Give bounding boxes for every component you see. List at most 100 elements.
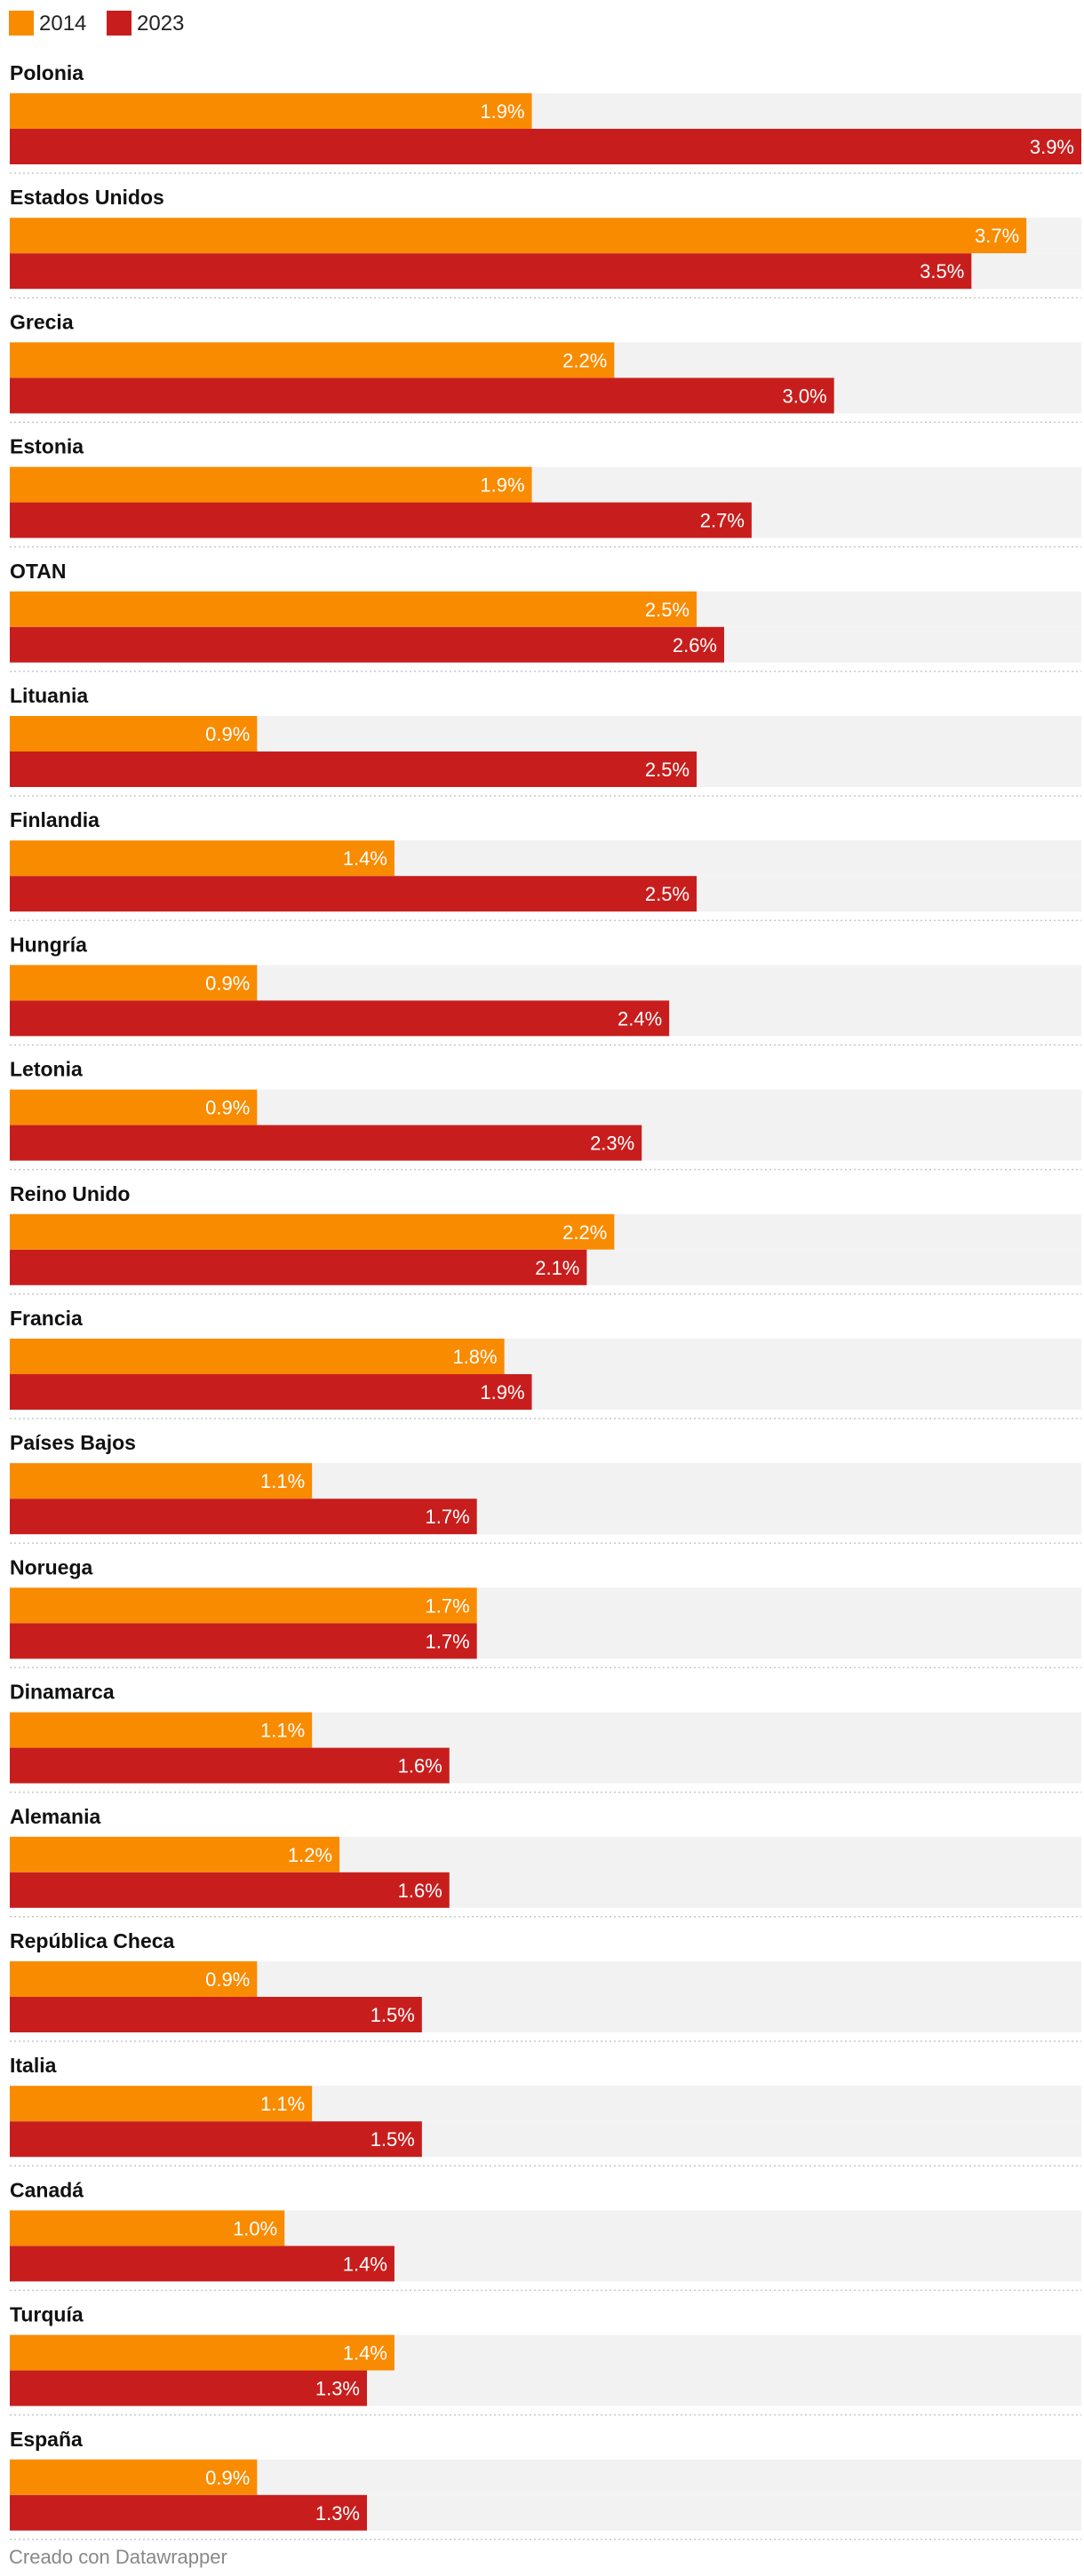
bar-2014 — [10, 218, 1027, 254]
country-row: Estados Unidos 3.7% 3.5% — [10, 186, 1081, 298]
legend-label-2023: 2023 — [137, 12, 184, 36]
value-label-2014: 0.9% — [205, 1968, 250, 1991]
country-label: Estados Unidos — [10, 186, 164, 209]
country-label: Países Bajos — [10, 1431, 136, 1454]
value-label-2023: 1.3% — [315, 2502, 360, 2524]
bar-2023 — [10, 129, 1081, 164]
legend-swatch-2023 — [107, 11, 132, 36]
country-row: Países Bajos 1.1% 1.7% — [10, 1431, 1081, 1544]
value-label-2023: 2.5% — [645, 883, 689, 905]
value-label-2014: 1.2% — [288, 1844, 332, 1866]
country-row: Turquía 1.4% 1.3% — [10, 2303, 1081, 2416]
value-label-2023: 1.9% — [480, 1381, 524, 1403]
country-row: Polonia 1.9% 3.9% — [10, 61, 1081, 174]
value-label-2014: 1.4% — [343, 847, 387, 870]
country-row: España 0.9% 1.3% — [10, 2428, 1081, 2540]
bar-2023 — [10, 1997, 422, 2032]
value-label-2014: 1.1% — [260, 1720, 305, 1742]
value-label-2014: 1.9% — [480, 474, 524, 497]
bar-2014 — [10, 1463, 313, 1499]
bar-2023 — [10, 876, 697, 912]
value-label-2023: 3.5% — [920, 260, 964, 282]
country-label: República Checa — [10, 1929, 175, 1952]
bar-2023 — [10, 2121, 422, 2158]
bar-2023 — [10, 1374, 532, 1410]
bar-2014 — [10, 840, 395, 877]
bar-2014 — [10, 716, 258, 751]
country-row: Estonia 1.9% 2.7% — [10, 435, 1081, 548]
country-row: Lituania 0.9% 2.5% — [10, 684, 1081, 797]
bar-2023 — [10, 253, 972, 290]
country-label: España — [10, 2428, 83, 2451]
bar-2023 — [10, 1747, 450, 1784]
value-label-2023: 3.9% — [1030, 136, 1074, 158]
country-label: Alemania — [10, 1805, 100, 1828]
bar-2023 — [10, 1499, 477, 1535]
country-label: Finlandia — [10, 808, 100, 831]
bar-2014 — [10, 1836, 340, 1872]
bar-2014 — [10, 2210, 285, 2246]
country-row: Reino Unido 2.2% 2.1% — [10, 1182, 1081, 1295]
bar-2014 — [10, 1712, 313, 1748]
value-label-2023: 1.7% — [426, 1630, 470, 1652]
value-label-2014: 1.1% — [260, 1470, 305, 1492]
value-label-2014: 0.9% — [205, 972, 250, 994]
country-row: OTAN 2.5% 2.6% — [10, 560, 1081, 672]
bar-2023 — [10, 378, 834, 414]
value-label-2014: 3.7% — [975, 225, 1019, 247]
value-label-2014: 1.4% — [343, 2342, 387, 2365]
bar-2014 — [10, 1213, 615, 1250]
value-label-2023: 1.7% — [426, 1506, 470, 1528]
country-label: Canadá — [10, 2178, 84, 2201]
value-label-2023: 1.5% — [371, 2004, 415, 2026]
bar-2023 — [10, 626, 724, 663]
bar-2023 — [10, 2494, 367, 2531]
value-label-2023: 2.4% — [618, 1007, 662, 1030]
bar-2014 — [10, 1339, 505, 1374]
country-row: Canadá 1.0% 1.4% — [10, 2178, 1081, 2292]
country-row: Francia 1.8% 1.9% — [10, 1307, 1081, 1419]
country-row: Grecia 2.2% 3.0% — [10, 310, 1081, 424]
chart-rows: Polonia 1.9% 3.9% Estados Unidos 3.7% 3.5% Gre… — [10, 61, 1081, 2540]
value-label-2014: 1.1% — [260, 2093, 305, 2115]
value-label-2014: 2.2% — [562, 349, 607, 371]
bar-2014 — [10, 2334, 395, 2371]
bar-2014 — [10, 466, 532, 503]
bar-2014 — [10, 591, 697, 627]
bar-2023 — [10, 751, 697, 787]
bar-2023 — [10, 2370, 367, 2406]
value-label-2014: 0.9% — [205, 723, 250, 745]
value-label-2014: 0.9% — [205, 2467, 250, 2489]
legend-label-2014: 2014 — [39, 12, 86, 36]
bar-2023 — [10, 2246, 395, 2282]
country-row: Finlandia 1.4% 2.5% — [10, 808, 1081, 921]
country-row: Noruega 1.7% 1.7% — [10, 1555, 1081, 1669]
value-label-2023: 1.6% — [398, 1880, 442, 1902]
value-label-2023: 1.5% — [371, 2128, 415, 2151]
value-label-2023: 2.3% — [590, 1133, 634, 1155]
bar-2014 — [10, 1089, 258, 1125]
country-label: Lituania — [10, 684, 88, 707]
country-row: Letonia 0.9% 2.3% — [10, 1058, 1081, 1171]
country-label: Turquía — [10, 2303, 84, 2326]
country-label: Reino Unido — [10, 1182, 130, 1205]
country-label: Dinamarca — [10, 1681, 115, 1704]
country-row: Hungría 0.9% 2.4% — [10, 933, 1081, 1046]
country-row: República Checa 0.9% 1.5% — [10, 1929, 1081, 2042]
value-label-2014: 1.9% — [480, 100, 524, 123]
value-label-2023: 2.1% — [535, 1257, 579, 1279]
bar-2023 — [10, 1249, 587, 1285]
country-row: Alemania 1.2% 1.6% — [10, 1805, 1081, 1918]
bar-2023 — [10, 502, 752, 538]
value-label-2014: 0.9% — [205, 1097, 250, 1119]
bar-2023 — [10, 1000, 670, 1037]
value-label-2023: 1.4% — [343, 2253, 387, 2275]
datawrapper-credit: Creado con Datawrapper — [9, 2546, 227, 2568]
value-label-2023: 3.0% — [783, 385, 827, 407]
bar-2014 — [10, 965, 258, 1001]
country-label: Grecia — [10, 310, 74, 333]
value-label-2014: 2.5% — [645, 599, 689, 621]
country-label: Noruega — [10, 1555, 93, 1578]
value-label-2014: 1.0% — [233, 2217, 277, 2239]
